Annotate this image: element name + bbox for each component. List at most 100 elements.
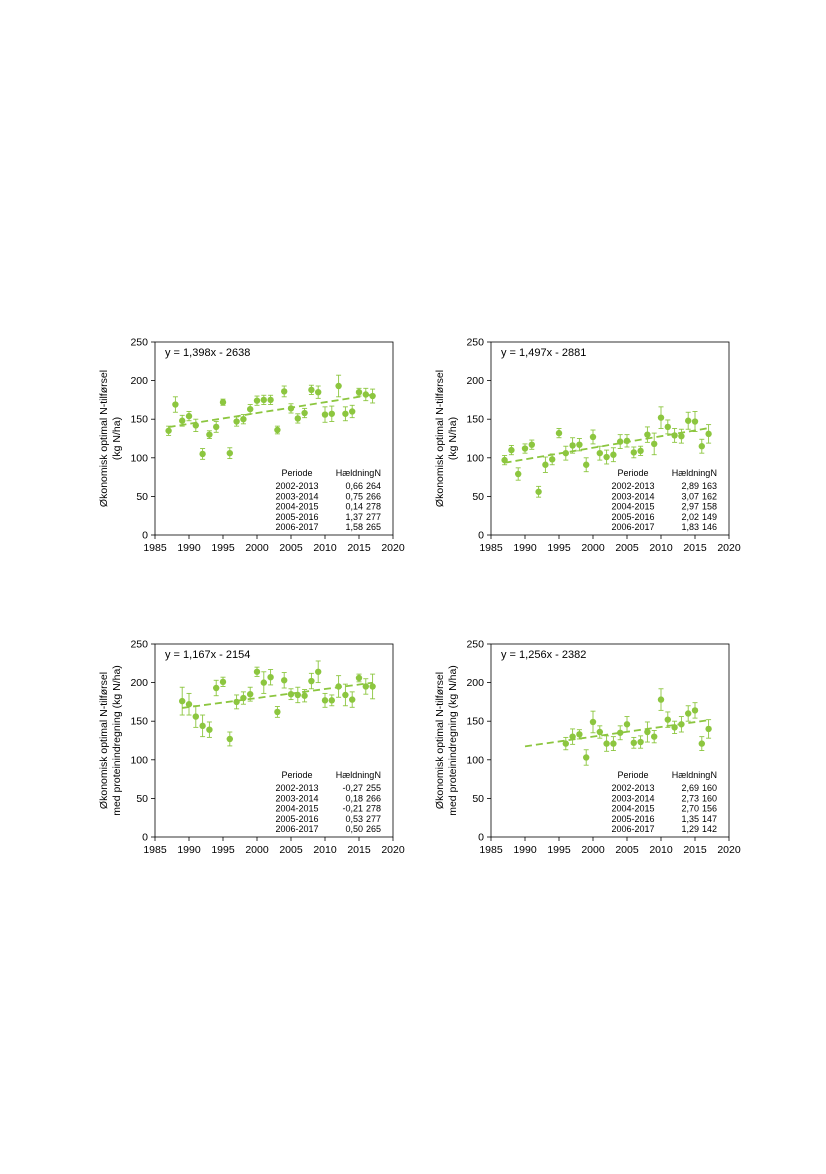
x-tick-label: 2020 xyxy=(717,844,741,856)
data-point xyxy=(637,738,644,746)
x-tick-label: 2005 xyxy=(279,844,303,856)
data-point xyxy=(562,449,569,457)
y-tick-label: 50 xyxy=(136,491,148,503)
y-axis-label: Økonomisk optimal N-tilførsel xyxy=(434,370,446,507)
table-header: Periode xyxy=(617,468,648,478)
table-cell: 2004-2015 xyxy=(611,804,654,814)
y-axis-label: (kg N/ha) xyxy=(447,417,459,460)
data-point xyxy=(535,488,542,495)
data-point xyxy=(369,683,376,690)
data-point xyxy=(698,740,705,747)
table-cell: 2002-2013 xyxy=(611,783,654,793)
data-point xyxy=(362,391,369,398)
data-point xyxy=(247,690,254,698)
data-point xyxy=(240,694,247,702)
y-axis-label: med proteinindregning (kg N/ha) xyxy=(111,665,123,816)
data-point xyxy=(528,441,535,448)
plot-frame xyxy=(490,643,730,838)
data-point xyxy=(596,728,603,736)
data-point xyxy=(281,677,288,684)
data-point xyxy=(583,461,590,468)
x-tick-label: 2010 xyxy=(649,542,673,554)
data-point xyxy=(508,446,515,454)
data-point xyxy=(589,718,597,726)
y-tick-label: 100 xyxy=(466,754,484,766)
table-cell: 1,35 xyxy=(681,814,699,824)
data-point xyxy=(165,427,172,434)
data-point xyxy=(274,426,281,434)
table-cell: 2006-2017 xyxy=(275,522,318,532)
table-cell: 2004-2015 xyxy=(275,502,318,512)
data-point xyxy=(603,453,610,461)
table-cell: 2004-2015 xyxy=(611,502,654,512)
table-cell: 1,83 xyxy=(681,522,699,532)
table-cell: 2004-2015 xyxy=(275,804,318,814)
x-tick-label: 1985 xyxy=(143,844,167,856)
data-point xyxy=(685,710,692,717)
trend-equation: y = 1,167x - 2154 xyxy=(165,649,250,661)
data-point xyxy=(617,729,624,736)
data-point xyxy=(328,410,335,417)
x-tick-label: 2015 xyxy=(347,542,371,554)
x-tick-label: 2005 xyxy=(615,844,639,856)
x-tick-label: 2000 xyxy=(245,844,269,856)
y-axis-label: Økonomisk optimal N-tilførsel xyxy=(98,370,110,507)
data-point xyxy=(651,440,658,448)
x-tick-label: 2010 xyxy=(313,844,337,856)
data-point xyxy=(644,728,651,736)
data-point xyxy=(596,449,603,457)
data-point xyxy=(691,418,699,425)
data-point xyxy=(192,713,199,720)
x-tick-label: 2010 xyxy=(649,844,673,856)
table-cell: 2002-2013 xyxy=(275,783,318,793)
data-point xyxy=(603,740,610,747)
table-header: N xyxy=(711,468,718,478)
table-cell: 278 xyxy=(366,804,381,814)
data-point xyxy=(315,388,322,396)
table-cell: 147 xyxy=(702,814,717,824)
trend-line xyxy=(168,393,373,428)
y-tick-label: 200 xyxy=(130,677,148,689)
data-point xyxy=(213,684,220,692)
plot-frame xyxy=(490,341,730,536)
table-cell: 158 xyxy=(702,502,717,512)
x-tick-label: 1995 xyxy=(211,844,235,856)
data-point xyxy=(617,438,624,445)
data-point xyxy=(233,418,240,425)
table-cell: -0,21 xyxy=(342,804,363,814)
data-point xyxy=(671,432,678,439)
y-axis-label: (kg N/ha) xyxy=(111,417,123,460)
table-cell: 2003-2014 xyxy=(611,491,654,501)
data-point xyxy=(226,449,233,457)
data-point xyxy=(179,697,186,705)
y-tick-label: 0 xyxy=(478,832,484,844)
data-point xyxy=(355,674,363,682)
data-point xyxy=(199,722,206,730)
table-cell: 142 xyxy=(702,824,717,834)
data-point xyxy=(274,708,281,716)
data-point xyxy=(321,411,329,418)
table-cell: 156 xyxy=(702,804,717,814)
data-point xyxy=(555,429,563,437)
y-tick-label: 200 xyxy=(130,375,148,387)
data-point xyxy=(671,724,678,731)
data-point xyxy=(267,396,274,404)
x-tick-label: 2000 xyxy=(581,542,605,554)
y-tick-label: 250 xyxy=(130,337,148,349)
table-cell: 0,18 xyxy=(345,793,363,803)
data-point xyxy=(185,412,193,420)
trend-equation: y = 1,398x - 2638 xyxy=(165,347,250,359)
data-point xyxy=(281,388,288,395)
x-tick-label: 2020 xyxy=(381,844,405,856)
table-cell: 0,75 xyxy=(345,491,363,501)
data-point xyxy=(678,721,685,728)
data-point xyxy=(630,449,637,456)
x-tick-label: 2020 xyxy=(717,542,741,554)
table-header: Periode xyxy=(617,770,648,780)
table-header: Periode xyxy=(281,770,312,780)
y-tick-label: 150 xyxy=(130,414,148,426)
table-cell: 146 xyxy=(702,522,717,532)
data-point xyxy=(301,409,308,417)
